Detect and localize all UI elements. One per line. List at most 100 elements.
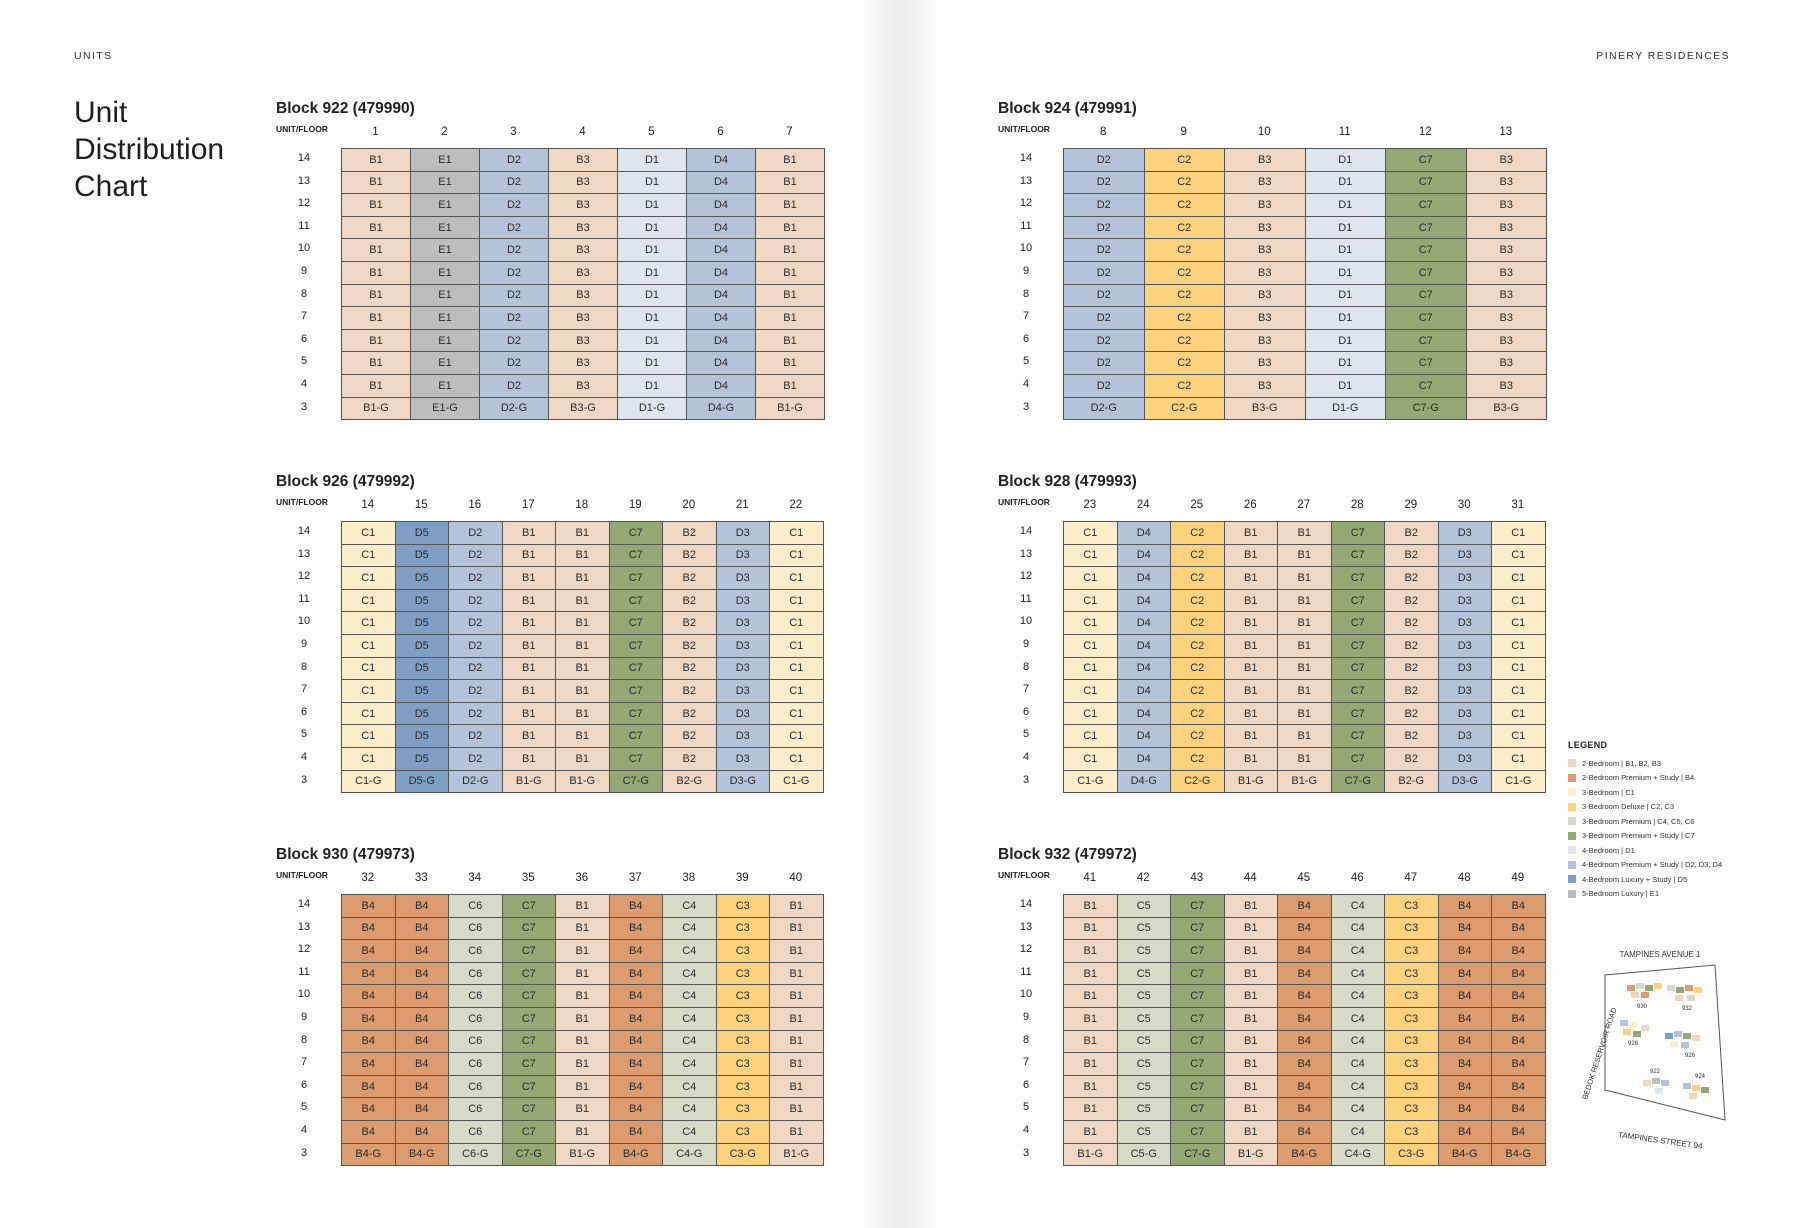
unit-cell: D2 <box>449 748 503 771</box>
unit-cell: E1 <box>411 149 480 172</box>
unit-cell: B1 <box>556 702 610 726</box>
unit-cell: B2-G <box>663 770 717 794</box>
site-block-928 <box>1620 1020 1649 1037</box>
unit-cell: B3 <box>549 262 618 285</box>
unit-cell: C7 <box>1331 702 1385 726</box>
unit-cell: B2 <box>1385 657 1439 681</box>
unit-number: 17 <box>521 499 535 511</box>
unit-number: 22 <box>789 499 803 511</box>
unit-number: 19 <box>628 499 642 511</box>
unit-number: 32 <box>361 872 375 884</box>
unit-cell: D1 <box>618 284 687 308</box>
unit-cell: C3-G <box>716 1143 770 1167</box>
unit-cell: D3-G <box>1438 770 1492 794</box>
unit-cell: B1 <box>342 284 411 308</box>
unit-cell: B4 <box>1438 895 1492 918</box>
unit-cell: B3 <box>1466 149 1547 172</box>
unit-cell: B1 <box>756 262 825 285</box>
unit-cell: C1 <box>1492 635 1546 658</box>
unit-cell: B1 <box>502 657 556 681</box>
unit-cell: B3 <box>1225 149 1306 172</box>
unit-cell: C7 <box>1331 725 1385 748</box>
unit-cell: C6 <box>449 1098 503 1121</box>
unit-cell: B1 <box>502 567 556 590</box>
unit-cell: B1 <box>502 522 556 545</box>
unit-cell: C4 <box>1331 985 1385 1008</box>
unit-cell: B1-G <box>1064 1143 1118 1167</box>
floor-label: 9 <box>1022 638 1030 650</box>
legend-item: 3-Bedroom Deluxe | C2, C3 <box>1568 800 1722 815</box>
unit-cell: B1 <box>342 171 411 195</box>
legend-swatch <box>1568 860 1576 869</box>
unit-cell: C7 <box>1386 329 1467 353</box>
unit-cell: D1 <box>618 262 687 285</box>
unit-cell: C5 <box>1117 1075 1171 1099</box>
unit-number: 6 <box>717 126 724 138</box>
unit-cell: C7 <box>609 635 663 658</box>
unit-cell: D2 <box>449 702 503 726</box>
unit-cell: D1 <box>1305 149 1386 172</box>
unit-cell: E1 <box>411 194 480 217</box>
unit-cell: C3 <box>716 1098 770 1121</box>
unit-cell: D2 <box>480 194 549 217</box>
unit-cell: C2 <box>1171 748 1225 771</box>
unit-cell: B1 <box>342 239 411 262</box>
floor-label: 8 <box>1022 1033 1030 1046</box>
unit-cell: B1 <box>342 262 411 285</box>
floor-label: 11 <box>1020 219 1032 232</box>
unit-cell: C3 <box>716 962 770 986</box>
floor-label: 6 <box>1022 705 1030 718</box>
unit-cell: B4 <box>395 1053 449 1076</box>
unit-cell: C7-G <box>502 1143 556 1167</box>
unit-cell: D3 <box>716 680 770 703</box>
unit-cell: B1 <box>556 612 610 635</box>
unit-cell: D2 <box>1064 329 1145 353</box>
unit-cell: B2 <box>1385 589 1439 613</box>
site-block-930 <box>1627 983 1662 998</box>
unit-cell: C7 <box>1386 149 1467 172</box>
unit-cell: B1 <box>1064 1008 1118 1031</box>
unit-cell: C7 <box>1171 917 1225 941</box>
unit-number: 24 <box>1136 499 1150 511</box>
unit-cell: B4-G <box>342 1143 396 1167</box>
unit-cell: C7 <box>502 895 556 918</box>
unit-cell: B1 <box>770 895 824 918</box>
unit-cell: B4 <box>1492 1121 1546 1144</box>
floor-label: 4 <box>300 378 308 390</box>
unit-cell: B1 <box>502 748 556 771</box>
floor-label: 10 <box>1019 242 1033 255</box>
floor-label: 6 <box>300 332 308 345</box>
unit-cell: C3 <box>1385 1075 1439 1099</box>
legend-swatch <box>1568 788 1576 797</box>
unit-cell: D3-G <box>716 770 770 794</box>
unit-cell: C5 <box>1117 962 1171 986</box>
unit-cell: C6 <box>449 895 503 918</box>
unit-cell: C1 <box>1492 589 1546 613</box>
unit-cell: D1 <box>1305 284 1386 308</box>
floor-label: 10 <box>1019 615 1033 628</box>
unit-cell: C7 <box>1386 216 1467 240</box>
unit-cell: D1 <box>1305 352 1386 375</box>
unit-cell: C6-G <box>449 1143 503 1167</box>
floor-label: 14 <box>1019 898 1033 910</box>
unit-cell: D2 <box>1064 216 1145 240</box>
unit-cell: B4 <box>342 1030 396 1054</box>
unit-cell: C3 <box>716 1075 770 1099</box>
unit-cell: B3 <box>549 171 618 195</box>
unit-cell: C7 <box>1331 748 1385 771</box>
unit-cell: B3 <box>549 149 618 172</box>
unit-cell: B1 <box>502 589 556 613</box>
unit-cell: B3 <box>1466 194 1547 217</box>
legend-label: 4-Bedroom Luxury + Study | D5 <box>1582 874 1688 884</box>
unit-cell: B1 <box>342 375 411 398</box>
unit-cell: B4 <box>1438 1053 1492 1076</box>
unit-cell: C7 <box>609 702 663 726</box>
unit-cell: D4 <box>687 216 756 240</box>
unit-cell: C2 <box>1144 329 1225 353</box>
legend-swatch <box>1568 817 1576 826</box>
unit-cell: B1 <box>556 725 610 748</box>
unit-number: 33 <box>414 872 428 884</box>
unit-cell: D4 <box>687 171 756 195</box>
unit-cell: B1 <box>342 194 411 217</box>
unit-cell: C7 <box>502 1121 556 1144</box>
